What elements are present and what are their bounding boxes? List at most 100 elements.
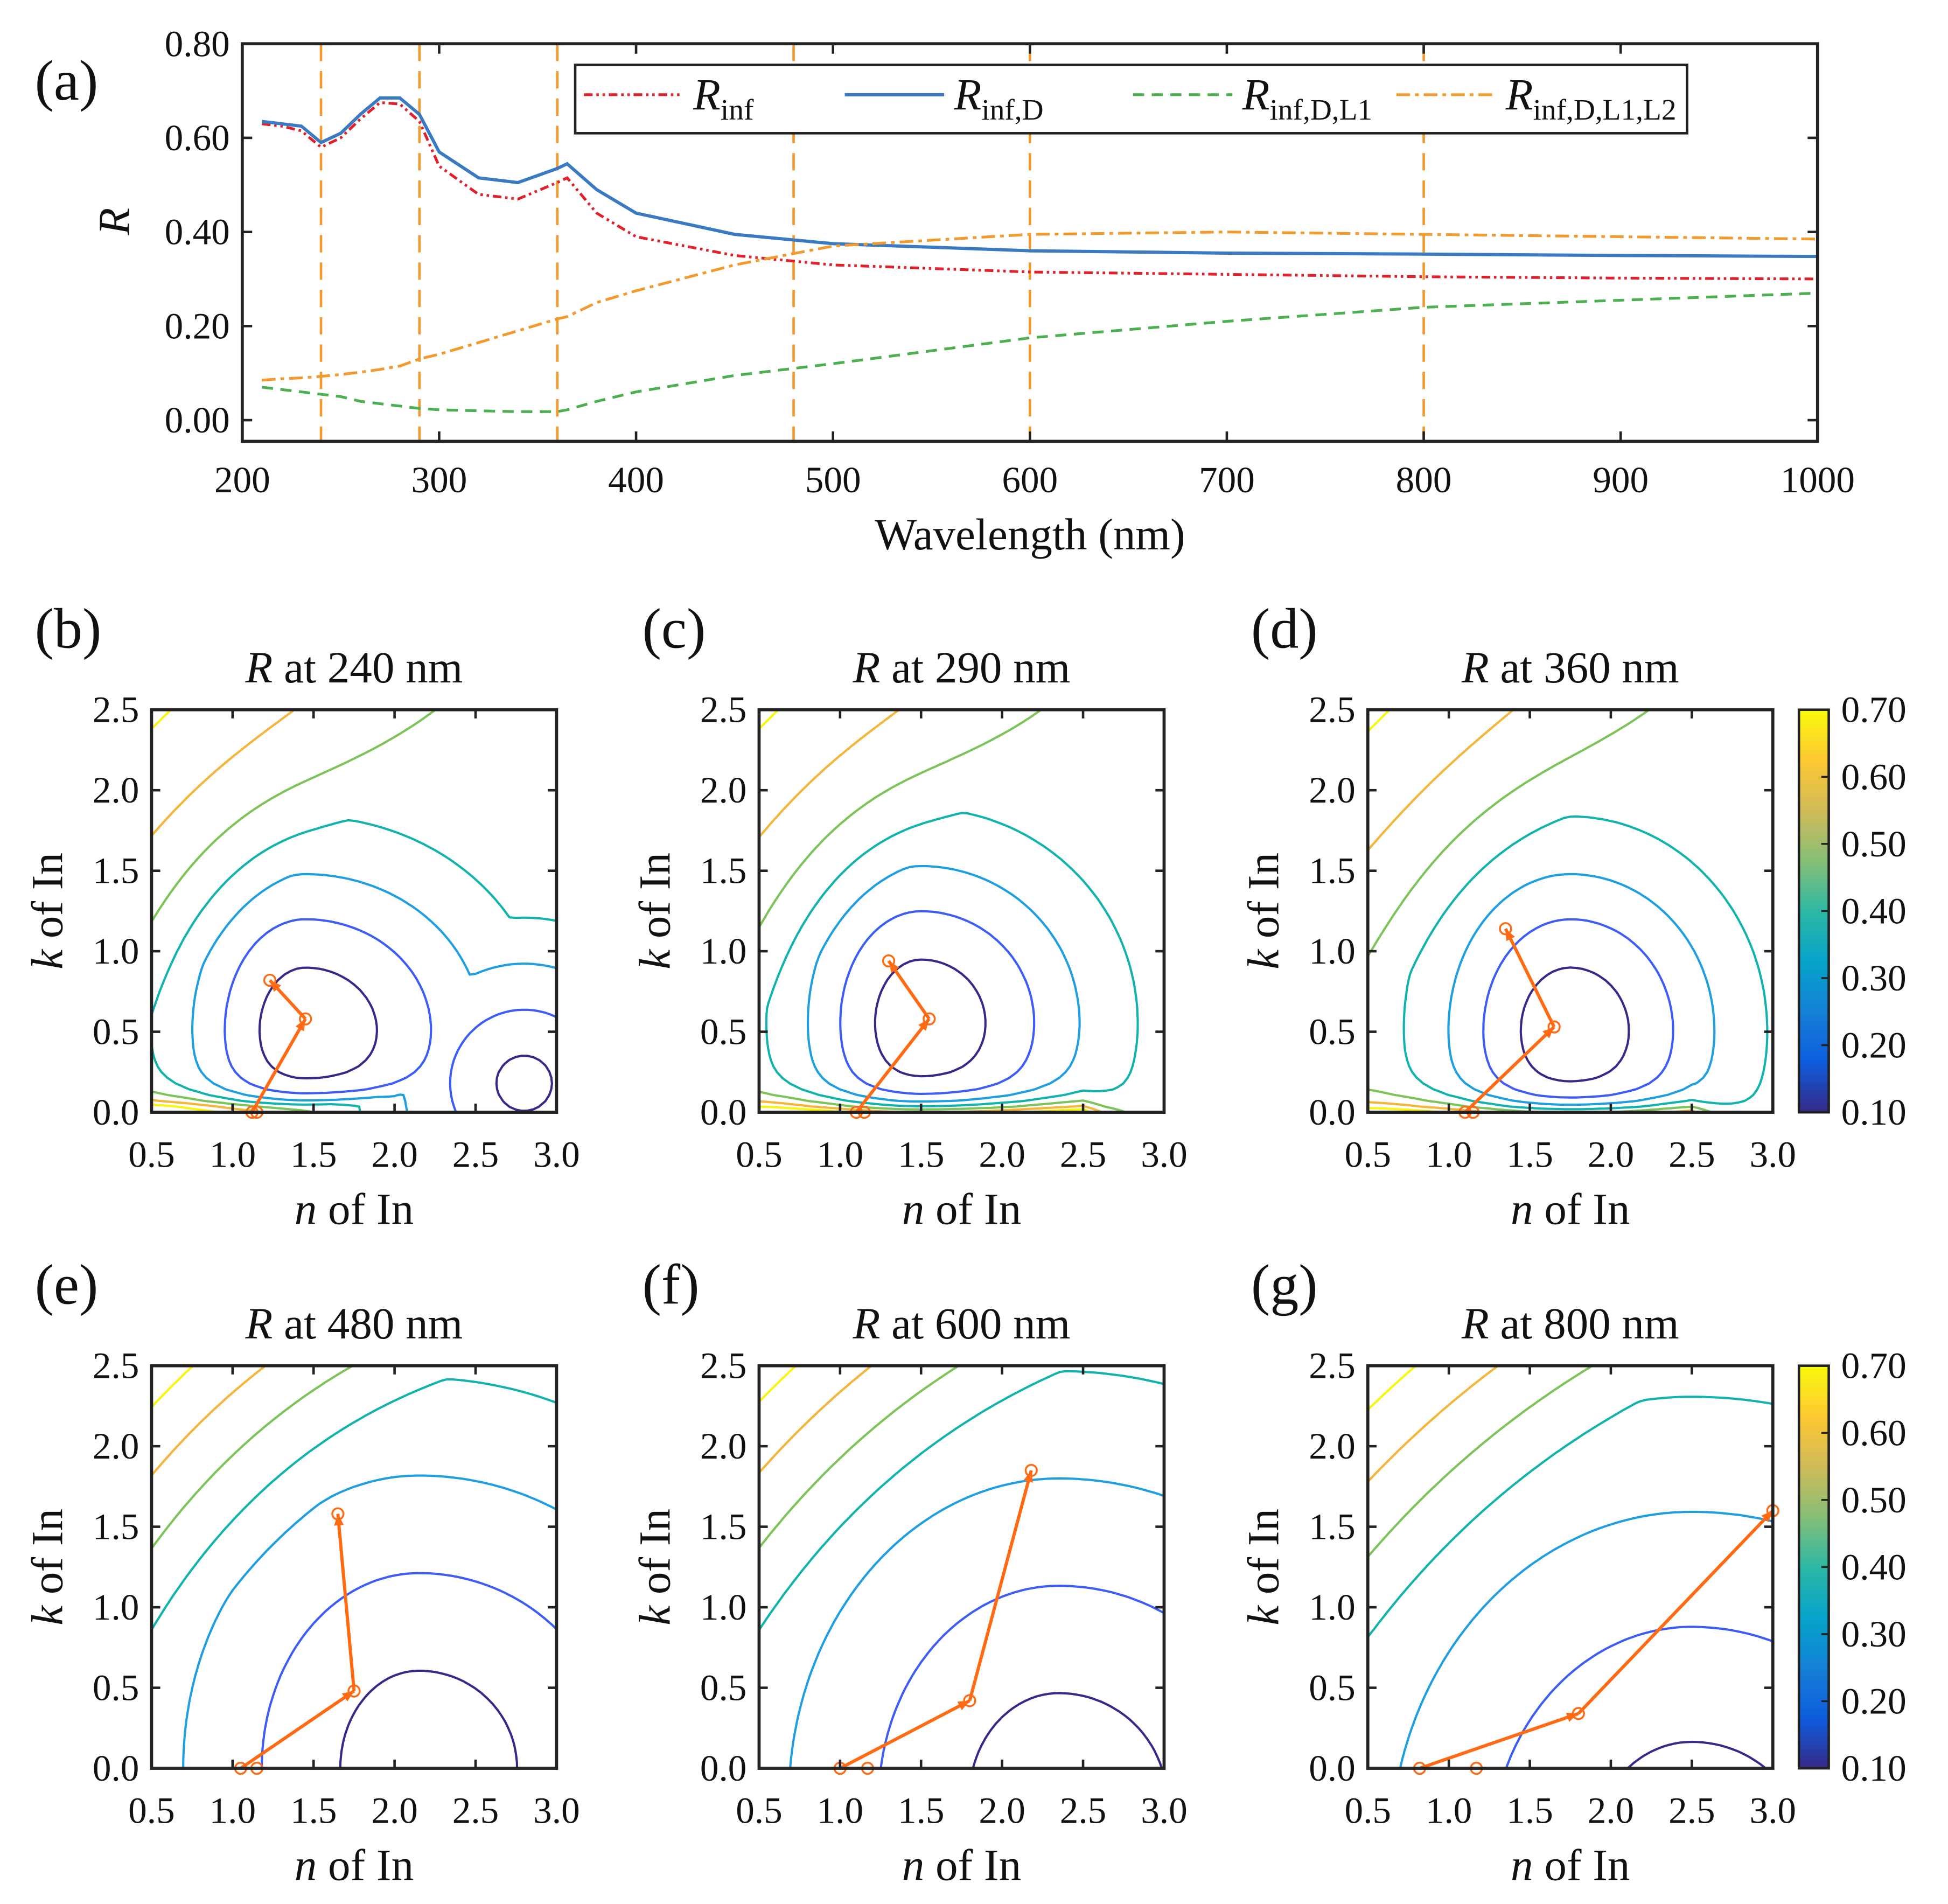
colorbar-tick-label: 0.10 <box>1841 1091 1907 1133</box>
y-label-text: of In <box>1239 853 1288 950</box>
y-tick-label: 1.5 <box>1309 1506 1355 1547</box>
axes-frame-f <box>757 1364 1166 1770</box>
plot-area-c <box>759 709 1139 1113</box>
y-tick-label: 2.0 <box>93 1425 139 1467</box>
colorbar-tick-label: 0.40 <box>1841 890 1907 931</box>
x-tick-label: 2.5 <box>1060 1134 1106 1175</box>
y-label-symbol: k <box>630 948 679 970</box>
x-tick-label: 2.5 <box>452 1790 499 1831</box>
path-point-marker <box>882 954 896 968</box>
x-tick-label: 2.0 <box>979 1790 1025 1831</box>
legend-subscript: inf,D <box>981 93 1043 126</box>
y-tick-label: 0.0 <box>93 1091 139 1133</box>
contour-level-0.1 <box>874 958 987 1078</box>
x-tick-label: 2.5 <box>1668 1790 1715 1831</box>
panel-g: (g)R at 800 nm0.5 1.0 1.5 2.0 2.5 3.00.00.51.… <box>1239 1252 1796 1889</box>
contour-level-0.1 <box>1626 1740 1767 1769</box>
colorbar-tick-label: 0.30 <box>1841 1613 1907 1655</box>
y-tick-label: 0.5 <box>1309 1011 1355 1052</box>
colorbar-tick-label: 0.70 <box>1841 689 1907 730</box>
plot-area-b <box>151 709 557 1113</box>
y-tick-label: 1.5 <box>93 1506 139 1547</box>
legend-label: Rinf <box>693 70 754 126</box>
x-label-symbol: n <box>295 1184 317 1234</box>
contour-level-0.4 <box>1367 1396 1773 1638</box>
x-tick-label: 1.0 <box>210 1790 256 1831</box>
contour-level-0.5 <box>759 1365 960 1549</box>
plot-area-e <box>151 1365 557 1769</box>
path-segment <box>887 960 931 1020</box>
x-tick-label: 400 <box>608 459 664 500</box>
title-symbol: R <box>245 1299 273 1348</box>
contour-level-0.4 <box>759 1370 1164 1631</box>
x-label-text: of In <box>1533 1840 1630 1890</box>
y-tick-label: 0.0 <box>93 1747 139 1789</box>
contour-level-0.2 <box>1482 918 1674 1099</box>
path-segment <box>1504 927 1556 1028</box>
x-tick-label: 1.0 <box>817 1134 863 1175</box>
axes-frame-c <box>757 708 1166 1114</box>
arrow-head <box>889 961 899 973</box>
arrow-head <box>918 1019 930 1031</box>
legend-item-inf: Rinf <box>584 70 754 126</box>
panel-title: R at 480 nm <box>245 1299 463 1348</box>
y-label-symbol: k <box>22 948 72 970</box>
x-axis-label: n of In <box>1511 1840 1630 1890</box>
title-text: at 800 nm <box>1489 1299 1679 1348</box>
axes-frame-d <box>1366 708 1775 1114</box>
contour-level-0.3 <box>191 873 557 1113</box>
colorbar-tick-label: 0.60 <box>1841 756 1907 797</box>
contour-level-0.4 <box>765 812 1139 1108</box>
contour-level-0.5 <box>151 1365 354 1550</box>
series-line-inf-D <box>261 96 1818 259</box>
series-line-inf-D-L1-L2 <box>262 231 1818 382</box>
contour-level-0.7 <box>759 1365 798 1403</box>
y-label-symbol: k <box>1239 948 1288 970</box>
y-label-text: of In <box>1239 1509 1288 1606</box>
y-label-text: of In <box>22 1509 72 1606</box>
y-tick-label: 2.5 <box>700 1345 746 1386</box>
x-tick-label: 1.5 <box>898 1790 944 1831</box>
contour-level-0.6 <box>1367 1365 1499 1483</box>
y-tick-label: 2.0 <box>1309 1425 1355 1467</box>
x-tick-label: 800 <box>1396 459 1452 500</box>
y-tick-label: 2.0 <box>700 1425 746 1467</box>
y-tick-label: 0.5 <box>93 1667 139 1708</box>
colorbar-tick-label: 0.30 <box>1841 957 1907 999</box>
x-tick-label: 0.5 <box>736 1134 782 1175</box>
path-point-marker <box>1024 1463 1038 1477</box>
contour-level-0.7 <box>151 1365 194 1408</box>
colorbar-tick-label: 0.10 <box>1841 1747 1907 1789</box>
panel-label-d: (d) <box>1251 596 1318 660</box>
y-axis-label: k of In <box>22 1509 72 1626</box>
arrow-head <box>1761 1510 1773 1523</box>
path-point-marker <box>1547 1020 1561 1034</box>
y-tick-label: 1.0 <box>700 930 746 972</box>
axes-frame-g <box>1366 1364 1775 1770</box>
path-segment <box>250 1018 307 1113</box>
x-tick-label: 900 <box>1593 459 1649 500</box>
path-segment <box>1419 1712 1579 1769</box>
y-tick-label: 1.0 <box>93 1586 139 1628</box>
legend-subscript: inf,D,L1,L2 <box>1533 93 1677 126</box>
contour-level-0.1 <box>258 966 553 1112</box>
legend: Rinf Rinf,D Rinf,D,L1 Rinf,D,L1,L2 <box>574 64 1688 135</box>
title-text: at 480 nm <box>273 1299 463 1348</box>
x-tick-label: 0.5 <box>1345 1134 1391 1175</box>
x-tick-label: 3.0 <box>1750 1790 1796 1831</box>
path-point-marker <box>299 1012 312 1026</box>
x-axis-label: n of In <box>295 1184 414 1234</box>
y-axis-label-a: R <box>89 208 139 236</box>
y-tick-label: 1.0 <box>1309 1586 1355 1628</box>
colorbar-tick-label: 0.40 <box>1841 1546 1907 1587</box>
contour-level-0.6 <box>151 1365 267 1477</box>
title-symbol: R <box>853 1299 881 1348</box>
title-text: at 240 nm <box>273 643 463 692</box>
path-point-marker <box>923 1012 936 1026</box>
path-segment <box>1464 1026 1555 1113</box>
panel-d: (d)R at 360 nm0.5 1.0 1.5 2.0 2.5 3.00.00.51.… <box>1239 596 1796 1233</box>
x-tick-label: 3.0 <box>1750 1134 1796 1175</box>
colorbar-tick-label: 0.70 <box>1841 1345 1907 1386</box>
panel-title: R at 240 nm <box>245 643 463 692</box>
y-tick-label: 0.0 <box>1309 1091 1355 1133</box>
